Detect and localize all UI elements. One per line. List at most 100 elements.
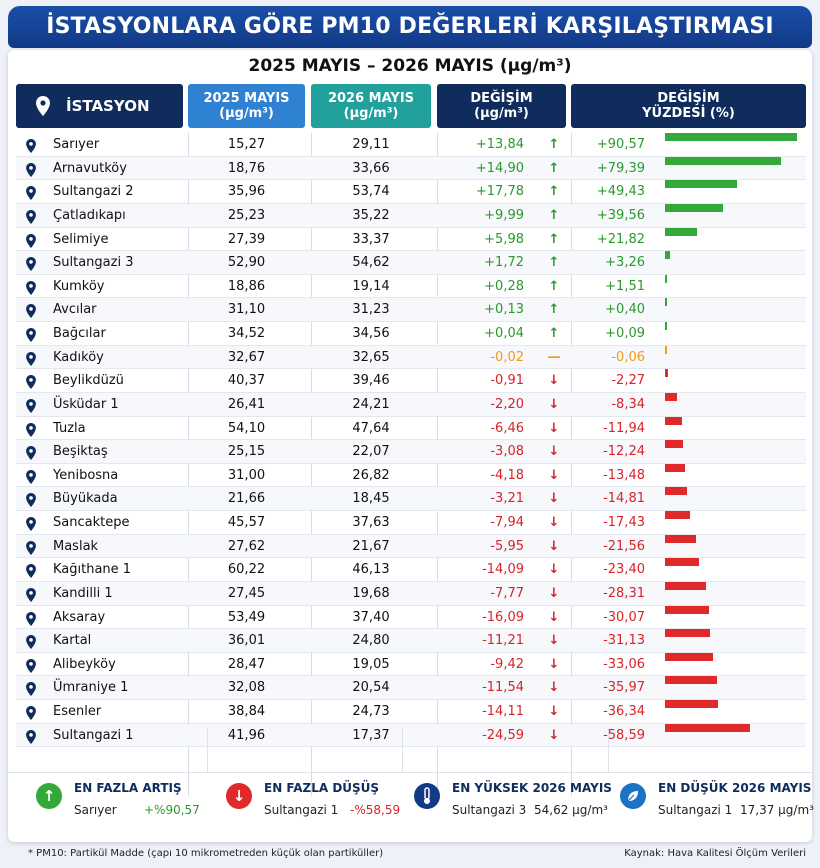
percent-bar: [665, 369, 669, 378]
percent-bar: [665, 180, 737, 189]
value-2025: 34,52: [227, 326, 266, 341]
percent-bar: [665, 156, 781, 165]
change-percent: -12,24: [603, 444, 645, 460]
percent-bar: [665, 251, 670, 260]
summary-value: 17,37 μg/m³: [740, 803, 814, 817]
map-pin-icon: [26, 563, 36, 586]
table-row: Sultangazi 3 52,90 54,62 +1,72 ↑ +3,26: [16, 251, 806, 275]
value-2026: 31,23: [352, 302, 390, 318]
change-value: -14,09: [482, 562, 524, 578]
header-station-label: İSTASYON: [66, 96, 150, 115]
value-2026: 24,21: [352, 396, 390, 412]
header-2026: 2026 MAYIS (μg/m³): [311, 84, 431, 128]
value-2025: 40,37: [227, 373, 266, 389]
header-2026-label: 2026 MAYIS: [327, 91, 415, 106]
station-name: Kumköy: [53, 278, 105, 294]
arrow-down-icon: ↓: [548, 420, 560, 436]
station-name: Çatladıkapı: [53, 207, 126, 223]
chart-subtitle: 2025 MAYIS – 2026 MAYIS (μg/m³): [248, 56, 572, 76]
map-pin-icon: [26, 398, 36, 421]
header-2025: 2025 MAYIS (μg/m³): [188, 84, 305, 128]
change-percent: +39,56: [596, 207, 645, 223]
value-2026: 18,45: [352, 491, 390, 507]
summary-value: 54,62 μg/m³: [534, 803, 608, 817]
map-pin-icon: [26, 374, 36, 397]
value-2026: 33,37: [352, 231, 390, 247]
change-percent: -36,34: [603, 704, 645, 719]
map-pin-icon: [26, 705, 36, 728]
percent-bar: [665, 392, 678, 401]
change-value: +0,13: [484, 302, 524, 318]
change-value: -5,95: [490, 538, 524, 554]
change-percent: -30,07: [603, 609, 645, 625]
arrow-down-icon: ↓: [548, 373, 560, 389]
value-2025: 27,45: [227, 585, 266, 601]
arrow-down-icon: ↓: [548, 538, 560, 554]
summary-max-decrease: ↓ EN FAZLA DÜŞÜŞ Sultangazi 1 -%58,59: [226, 777, 401, 825]
summary-value: -%58,59: [350, 803, 401, 817]
arrow-up-icon: ↑: [548, 278, 560, 294]
percent-bar: [665, 511, 691, 519]
arrow-down-icon: ↓: [548, 609, 560, 625]
percent-bar: [665, 558, 700, 567]
arrow-up-icon: ↑: [548, 207, 560, 223]
change-value: +14,90: [475, 160, 524, 176]
value-2026: 53,74: [352, 184, 390, 200]
value-2026: 47,64: [352, 420, 390, 436]
map-pin-icon: [26, 587, 36, 610]
station-name: Kağıthane 1: [53, 562, 132, 578]
value-2026: 19,14: [352, 278, 390, 294]
page-title: İSTASYONLARA GÖRE PM10 DEĞERLERİ KARŞILA…: [8, 6, 812, 48]
map-pin-icon: [26, 634, 36, 657]
percent-bar: [665, 676, 718, 685]
table-row: Beylikdüzü 40,37 39,46 -0,91 ↓ -2,27: [16, 369, 806, 393]
arrow-down-icon: ↓: [548, 515, 560, 530]
station-name: Avcılar: [53, 302, 97, 318]
table-row: Yenibosna 31,00 26,82 -4,18 ↓ -13,48: [16, 463, 806, 488]
table-row: Avcılar 31,10 31,23 +0,13 ↑ +0,40: [16, 298, 806, 322]
change-percent: -13,48: [603, 467, 645, 483]
change-value: +0,04: [484, 326, 524, 341]
percent-bar: [665, 298, 667, 307]
change-percent: -28,31: [603, 585, 645, 601]
percent-bar: [665, 534, 697, 543]
change-percent: +90,57: [596, 137, 645, 152]
change-percent: -2,27: [611, 373, 645, 389]
station-name: Sultangazi 2: [53, 184, 134, 200]
summary-title: EN FAZLA DÜŞÜŞ: [264, 781, 380, 795]
table-row: Kandilli 1 27,45 19,68 -7,77 ↓ -28,31: [16, 581, 806, 606]
value-2025: 54,10: [227, 420, 266, 436]
station-name: Üsküdar 1: [53, 396, 119, 412]
change-value: +13,84: [475, 137, 524, 152]
percent-bar: [665, 487, 687, 496]
change-percent: -14,81: [603, 491, 645, 507]
arrow-up-icon: ↑: [548, 302, 560, 318]
map-pin-icon: [26, 280, 36, 303]
header-2025-unit: (μg/m³): [219, 106, 274, 121]
table-row: Esenler 38,84 24,73 -14,11 ↓ -36,34: [16, 700, 806, 724]
percent-bar: [665, 227, 697, 236]
map-pin-icon: [26, 351, 36, 374]
map-pin-icon: [26, 681, 36, 704]
value-2025: 45,57: [227, 515, 266, 530]
table-row: Tuzla 54,10 47,64 -6,46 ↓ -11,94: [16, 416, 806, 441]
station-name: Maslak: [53, 538, 99, 554]
summary-strip: ↑ EN FAZLA ARTIŞ Sarıyer +%90,57 ↓ EN FA…: [8, 772, 814, 830]
value-2025: 32,08: [227, 680, 266, 696]
header-change-label: DEĞİŞİM: [470, 91, 533, 106]
column-divider: [437, 133, 438, 796]
change-percent: +0,40: [605, 302, 645, 318]
value-2026: 39,46: [352, 373, 390, 389]
percent-bar: [665, 652, 714, 661]
change-percent: +79,39: [596, 160, 645, 176]
percent-bar: [665, 274, 668, 283]
arrow-up-circle-icon: ↑: [36, 783, 62, 809]
change-value: +17,78: [475, 184, 524, 200]
station-name: Selimiye: [53, 231, 109, 247]
station-name: Sarıyer: [53, 137, 100, 152]
map-pin-icon: [26, 729, 36, 752]
percent-bar: [665, 463, 685, 472]
table-row: Aksaray 53,49 37,40 -16,09 ↓ -30,07: [16, 605, 806, 630]
change-percent: +1,51: [605, 278, 645, 294]
change-value: -16,09: [482, 609, 524, 625]
